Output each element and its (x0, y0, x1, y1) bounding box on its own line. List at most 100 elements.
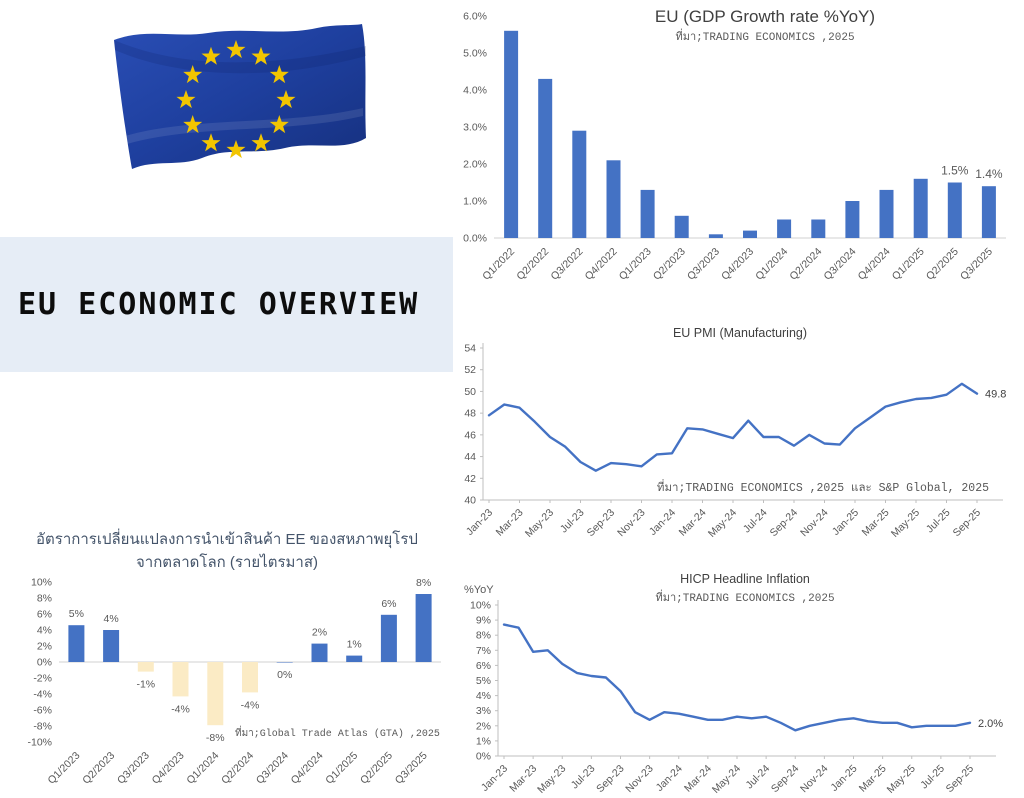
x-tick-label: Q4/2024 (856, 246, 893, 283)
chart-title: EU PMI (Manufacturing) (673, 326, 807, 340)
x-tick-label: Jul-24 (741, 507, 770, 536)
x-tick-label: Mar-24 (677, 507, 709, 539)
flag-fold-shadow (114, 40, 366, 74)
flag-star (183, 115, 203, 134)
x-tick-label: Sep-24 (769, 763, 802, 796)
x-tick-label: Q2/2025 (924, 246, 961, 283)
y-tick-label: 6.0% (463, 11, 487, 23)
bar-value-label: 2% (312, 627, 327, 639)
x-tick-label: Nov-24 (798, 763, 831, 796)
bar (879, 189, 894, 238)
chart-title: อัตราการเปลี่ยนแปลงการนำเข้าสินค้า EE ขอ… (36, 528, 418, 549)
x-tick-label: Nov-23 (615, 507, 648, 540)
chart-source: ที่มา;TRADING ECONOMICS ,2025 (675, 28, 854, 44)
x-tick-label: Nov-23 (623, 763, 656, 796)
ee-import-change-chart-svg: อัตราการเปลี่ยนแปลงการนำเข้าสินค้า EE ขอ… (27, 528, 441, 787)
source-note: ที่มา;TRADING ECONOMICS ,2025 และ S&P Gl… (657, 479, 989, 495)
x-tick-label: Q1/2023 (46, 750, 83, 787)
bar (811, 219, 826, 238)
x-tick-label: May-25 (889, 507, 922, 540)
hicp-inflation-chart: HICP Headline Inflation ที่มา;TRADING ECO… (450, 560, 1024, 798)
y-tick-label: 10% (31, 577, 52, 589)
bar (777, 219, 792, 238)
bar (68, 625, 85, 662)
bar (640, 189, 655, 238)
x-tick-label: Sep-25 (951, 507, 984, 540)
bar (346, 655, 363, 662)
x-tick-label: May-24 (706, 507, 739, 540)
x-tick-label: Q2/2024 (787, 246, 824, 283)
source-note: ที่มา;Global Trade Atlas (GTA) ,2025 (235, 725, 440, 740)
flag-star-circle (176, 40, 296, 159)
y-tick-label: 6% (476, 660, 491, 672)
x-tick-label: Nov-24 (798, 507, 831, 540)
x-tick-label: Mar-23 (494, 507, 526, 539)
x-tick-label: Sep-25 (944, 763, 977, 796)
y-tick-label: 3% (476, 705, 491, 717)
y-tick-label: 5.0% (463, 48, 487, 60)
x-tick-label: Jan-24 (647, 507, 678, 538)
data-line (502, 623, 972, 732)
bar (708, 234, 723, 238)
y-tick-label: -2% (33, 673, 52, 685)
bar (311, 643, 328, 662)
y-tick-label: 3.0% (463, 122, 487, 134)
y-tick-label: 1% (476, 735, 491, 747)
bar-value-label: 1.4% (975, 167, 1003, 181)
x-tick-label: May-25 (885, 763, 918, 796)
line-end-label: 2.0% (978, 718, 1003, 730)
bar (913, 178, 928, 238)
bar (538, 78, 553, 239)
x-tick-label: Q1/2022 (480, 246, 517, 283)
bar (137, 662, 154, 672)
x-tick-label: Q3/2023 (115, 750, 152, 787)
x-tick-label: Q3/2024 (254, 750, 291, 787)
y-tick-label: 4% (476, 690, 491, 702)
bar (276, 662, 293, 663)
y-tick-label: 4.0% (463, 85, 487, 97)
x-tick-label: Jan-23 (479, 763, 510, 794)
chart-title-line2: จากตลาดโลก (รายไตรมาส) (136, 553, 318, 571)
x-tick-label: Q1/2025 (323, 750, 360, 787)
y-tick-label: -4% (33, 689, 52, 701)
x-tick-label: Sep-23 (594, 763, 627, 796)
x-tick-label: May-24 (710, 763, 743, 796)
x-tick-label: Q3/2025 (393, 750, 430, 787)
x-tick-label: Q3/2022 (548, 246, 585, 283)
bar-value-label: 8% (416, 577, 431, 589)
y-tick-label: 6% (37, 609, 52, 621)
flag-star (269, 65, 289, 84)
y-tick-label: 10% (470, 600, 491, 612)
chart-title: HICP Headline Inflation (680, 572, 810, 586)
x-tick-label: Jan-24 (654, 763, 685, 794)
x-tick-label: May-23 (535, 763, 568, 796)
bar-value-label: 5% (69, 608, 84, 620)
y-tick-label: 54 (464, 343, 476, 355)
x-tick-label: Jan-25 (828, 763, 859, 794)
chart-title: EU (GDP Growth rate %YoY) (655, 7, 875, 26)
y-tick-label: -8% (33, 721, 52, 733)
bar (415, 594, 432, 662)
x-tick-label: Jan-23 (464, 507, 495, 538)
flag-star (251, 46, 271, 65)
bar-value-label: 6% (381, 598, 396, 610)
bar-value-label: -8% (206, 732, 225, 744)
y-tick-label: 2% (476, 720, 491, 732)
x-tick-label: Q1/2025 (890, 246, 927, 283)
bar (172, 662, 189, 697)
bar (103, 630, 120, 662)
y-tick-label: 2% (37, 641, 52, 653)
y-tick-label: 40 (464, 495, 476, 507)
gdp-growth-chart-svg: EU (GDP Growth rate %YoY) ที่มา;TRADING E… (463, 7, 1006, 283)
x-tick-label: Q2/2022 (514, 246, 551, 283)
x-tick-label: Sep-23 (585, 507, 618, 540)
flag-star (226, 40, 246, 59)
x-tick-label: Jul-25 (924, 507, 953, 536)
x-tick-label: Mar-24 (682, 763, 714, 795)
y-tick-label: -10% (27, 737, 52, 749)
eu-flag-image (114, 24, 366, 169)
y-tick-label: 7% (476, 645, 491, 657)
flag-star (183, 65, 203, 84)
x-tick-label: Q3/2024 (822, 246, 859, 283)
y-tick-label: 5% (476, 675, 491, 687)
